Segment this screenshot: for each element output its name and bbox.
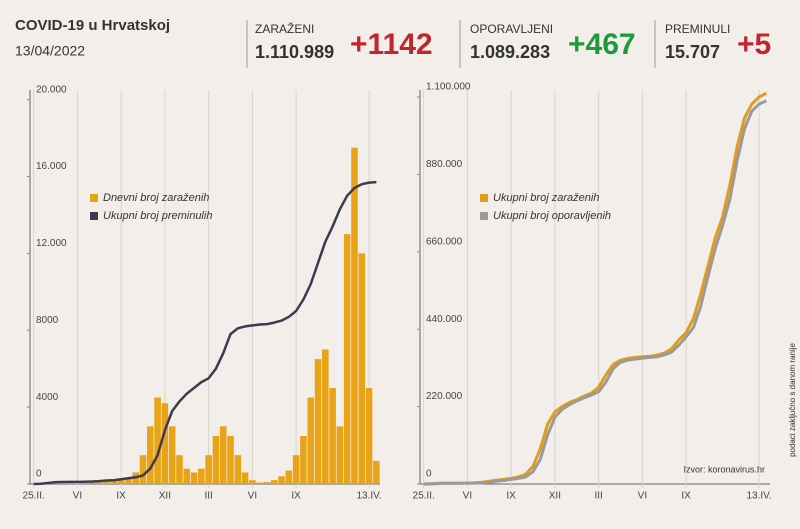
date: 13/04/2022: [15, 43, 85, 59]
legend-swatch: [90, 212, 98, 220]
bar: [292, 455, 300, 484]
line: [33, 180, 377, 486]
bar: [154, 397, 161, 484]
bar: [103, 481, 110, 484]
y-tick-label: 0: [36, 469, 42, 480]
x-tick-label: 25.II.: [23, 491, 45, 502]
bar: [322, 349, 329, 484]
x-tick-label: VI: [248, 491, 257, 502]
bar: [270, 480, 278, 484]
y-tick-label: 20.000: [36, 84, 67, 95]
stat-total: 1.089.283: [470, 42, 550, 62]
bar: [307, 397, 315, 484]
y-tick-label: 8000: [36, 315, 59, 326]
stat-change: +1142: [350, 28, 433, 61]
title: COVID-19 u Hrvatskoj: [15, 17, 170, 34]
bar: [343, 234, 351, 484]
y-tick-label: 660.000: [426, 236, 463, 247]
x-tick-label: III: [204, 491, 212, 502]
stat-change: +5: [737, 28, 771, 61]
bar: [249, 480, 256, 484]
stat-label: OPORAVLJENI: [470, 22, 553, 36]
bar: [125, 478, 132, 484]
bar: [190, 472, 198, 484]
legend-swatch: [480, 194, 488, 202]
x-tick-label: VI: [463, 491, 472, 502]
bar: [256, 482, 263, 484]
bar: [205, 455, 212, 484]
bar: [212, 435, 220, 484]
x-tick-label: IX: [681, 491, 691, 502]
bar: [285, 470, 293, 484]
y-tick-label: 440.000: [426, 314, 463, 325]
stat-label: ZARAŽENI: [255, 21, 314, 36]
source: Izvor: koronavirus.hr: [683, 464, 765, 474]
y-tick-label: 4000: [36, 392, 59, 403]
bar: [81, 483, 88, 484]
stat-label: PREMINULI: [665, 22, 730, 36]
bar: [117, 478, 125, 484]
legend-label: Dnevni broj zaraženih: [103, 192, 209, 204]
bar: [161, 403, 169, 484]
y-tick-label: 0: [426, 469, 432, 480]
y-tick-label: 12.000: [36, 238, 67, 249]
bar: [241, 472, 249, 484]
bar: [88, 482, 96, 484]
x-tick-label: VI: [638, 491, 647, 502]
bar: [183, 468, 191, 484]
bar: [351, 147, 358, 484]
bar: [198, 468, 205, 484]
bar: [329, 387, 336, 484]
legend-swatch: [90, 194, 98, 202]
bar: [373, 460, 380, 484]
bar: [300, 435, 307, 484]
legend-label: Ukupni broj zaraženih: [493, 192, 599, 204]
bar: [52, 482, 59, 484]
bar: [263, 482, 271, 484]
x-tick-label: XII: [549, 491, 561, 502]
y-tick-label: 16.000: [36, 161, 67, 172]
bar: [336, 426, 344, 484]
bar: [227, 435, 234, 484]
bar: [95, 482, 103, 484]
bar: [314, 359, 322, 484]
y-tick-label: 880.000: [426, 159, 463, 170]
x-tick-label: XII: [159, 491, 171, 502]
x-tick-label: 13.IV.: [746, 491, 771, 502]
x-tick-label: VI: [73, 491, 82, 502]
bar: [358, 253, 366, 484]
y-tick-label: 220.000: [426, 391, 463, 402]
legend-label: Ukupni broj preminulih: [103, 210, 212, 222]
bar: [139, 455, 147, 484]
stat-change: +467: [568, 28, 636, 61]
bar: [278, 476, 285, 484]
note: podaci zaključno s danom ranije: [788, 343, 797, 457]
y-tick-label: 1.100.000: [426, 82, 471, 93]
legend-label: Ukupni broj oporavljenih: [493, 210, 611, 222]
bar: [168, 426, 176, 484]
stat-total: 1.110.989: [255, 42, 334, 62]
bar: [110, 479, 118, 484]
x-tick-label: III: [594, 491, 602, 502]
legend-swatch: [480, 212, 488, 220]
bar: [234, 455, 242, 484]
x-tick-label: IX: [116, 491, 126, 502]
x-tick-label: IX: [506, 491, 516, 502]
x-tick-label: 13.IV.: [356, 491, 381, 502]
bar: [176, 455, 183, 484]
stat-total: 15.707: [665, 42, 720, 62]
bar: [147, 426, 154, 484]
line: [423, 99, 768, 486]
x-tick-label: IX: [291, 491, 301, 502]
bar: [365, 387, 373, 484]
bar: [219, 426, 227, 484]
x-tick-label: 25.II.: [413, 491, 435, 502]
